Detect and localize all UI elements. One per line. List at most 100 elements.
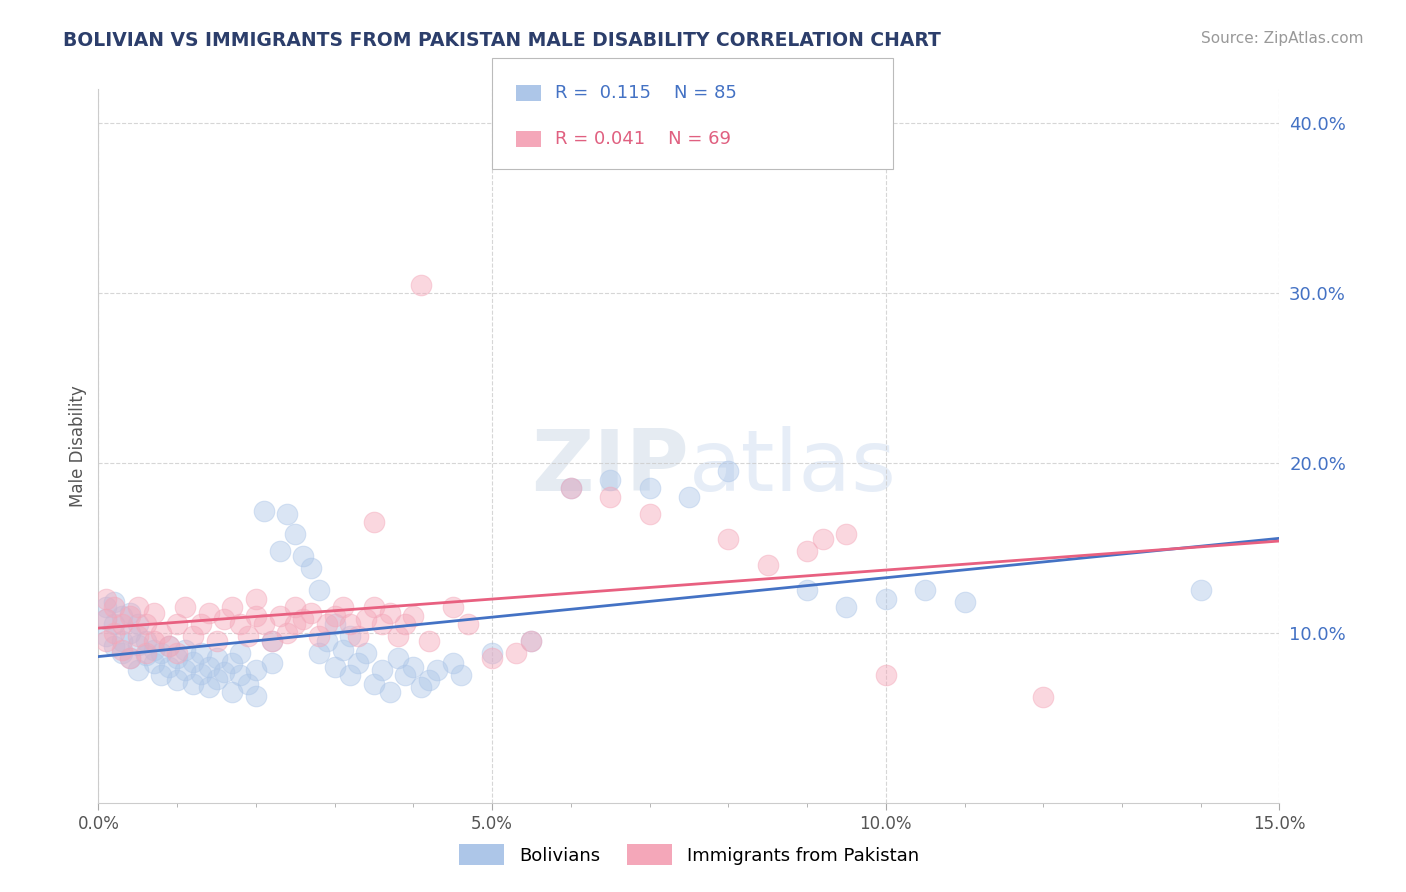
Point <box>308 583 330 598</box>
Point <box>387 629 409 643</box>
Point <box>197 660 219 674</box>
Point <box>323 608 346 623</box>
Point <box>332 643 354 657</box>
Point <box>354 646 377 660</box>
Point <box>394 668 416 682</box>
Point <box>229 646 252 660</box>
Point <box>96 600 118 615</box>
Point <box>269 608 291 623</box>
Point <box>181 677 204 691</box>
Point <box>103 600 125 615</box>
Point <box>276 507 298 521</box>
Point <box>111 646 134 660</box>
Point <box>150 646 173 660</box>
Point <box>418 634 440 648</box>
Point <box>103 595 125 609</box>
Point <box>166 646 188 660</box>
Point <box>560 482 582 496</box>
Point <box>796 544 818 558</box>
Point <box>276 626 298 640</box>
Point <box>127 600 149 615</box>
Point <box>96 634 118 648</box>
Point <box>127 617 149 632</box>
Point <box>363 516 385 530</box>
Point <box>811 533 834 547</box>
Point <box>118 606 141 620</box>
Point <box>205 651 228 665</box>
Point <box>638 507 661 521</box>
Point <box>142 657 165 671</box>
Point <box>292 612 315 626</box>
Point <box>221 685 243 699</box>
Point <box>205 634 228 648</box>
Text: R = 0.041    N = 69: R = 0.041 N = 69 <box>555 130 731 148</box>
Point <box>269 544 291 558</box>
Point <box>481 651 503 665</box>
Point <box>284 617 307 632</box>
Point <box>426 663 449 677</box>
Point <box>332 600 354 615</box>
Point <box>1189 583 1212 598</box>
Point <box>174 600 197 615</box>
Point <box>323 617 346 632</box>
Point <box>371 617 394 632</box>
Point <box>221 657 243 671</box>
Point <box>214 665 236 679</box>
Point <box>505 646 527 660</box>
Point <box>260 634 283 648</box>
Point <box>142 643 165 657</box>
Point <box>118 651 141 665</box>
Point <box>150 668 173 682</box>
Point <box>315 617 337 632</box>
Point <box>378 606 401 620</box>
Point <box>315 634 337 648</box>
Point <box>111 634 134 648</box>
Point <box>347 657 370 671</box>
Point <box>190 617 212 632</box>
Point <box>638 482 661 496</box>
Point <box>1032 690 1054 705</box>
Point <box>363 677 385 691</box>
Text: ZIP: ZIP <box>531 425 689 509</box>
Point <box>181 629 204 643</box>
Point <box>96 591 118 606</box>
Point <box>174 663 197 677</box>
Point <box>166 617 188 632</box>
Point <box>347 629 370 643</box>
Point <box>354 612 377 626</box>
Point <box>135 634 157 648</box>
Point <box>717 465 740 479</box>
Point <box>599 473 621 487</box>
Point <box>190 646 212 660</box>
Point <box>157 660 180 674</box>
Point <box>339 617 361 632</box>
Point <box>157 640 180 654</box>
Point <box>118 608 141 623</box>
Point <box>308 629 330 643</box>
Point <box>96 612 118 626</box>
Point <box>411 680 433 694</box>
Point <box>418 673 440 688</box>
Point <box>450 668 472 682</box>
Point <box>118 651 141 665</box>
Text: BOLIVIAN VS IMMIGRANTS FROM PAKISTAN MALE DISABILITY CORRELATION CHART: BOLIVIAN VS IMMIGRANTS FROM PAKISTAN MAL… <box>63 31 941 50</box>
Point <box>308 646 330 660</box>
Point <box>135 617 157 632</box>
Point <box>245 689 267 703</box>
Point <box>756 558 779 572</box>
Point <box>835 600 858 615</box>
Point <box>394 617 416 632</box>
Point <box>520 634 543 648</box>
Point <box>245 608 267 623</box>
Text: R =  0.115    N = 85: R = 0.115 N = 85 <box>555 84 737 103</box>
Point <box>284 600 307 615</box>
Point <box>292 549 315 564</box>
Point <box>236 629 259 643</box>
Point <box>411 277 433 292</box>
Point <box>402 660 425 674</box>
Point <box>197 680 219 694</box>
Point <box>323 660 346 674</box>
Point <box>402 608 425 623</box>
Point <box>520 634 543 648</box>
Point <box>299 561 322 575</box>
